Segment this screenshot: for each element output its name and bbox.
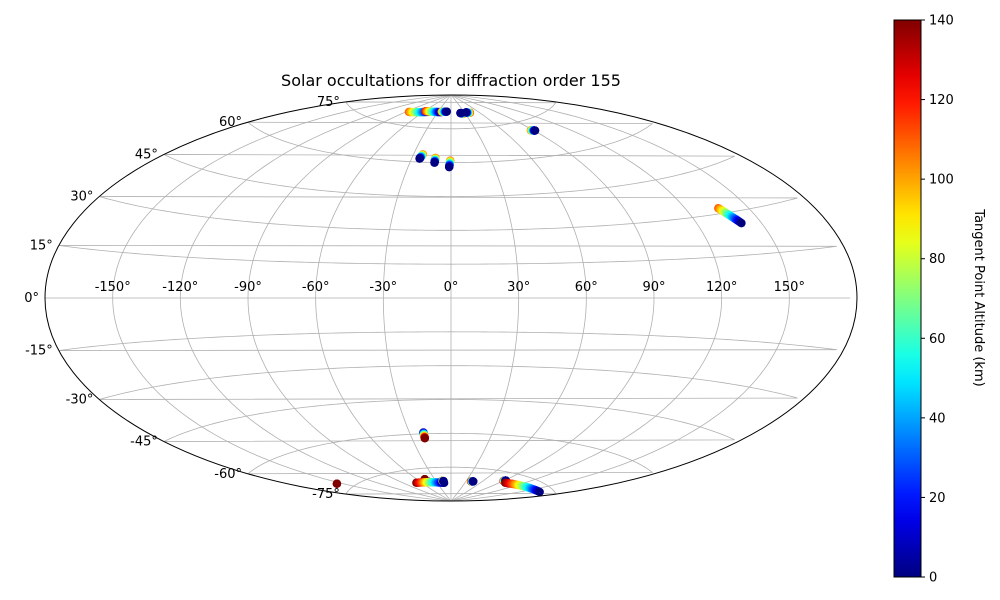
parallel-line <box>99 196 798 231</box>
occultation-point <box>469 477 478 486</box>
colorbar-tick-label: 0 <box>929 571 937 586</box>
occultation-track <box>714 204 746 228</box>
latitude-tick-labels: -75° -60° -45° -30° -15° 0° 15° 30° 45° 60° 75° <box>24 95 340 502</box>
longitude-tick-label: -90° <box>234 280 262 295</box>
latitude-tick-label: -75° <box>312 487 340 502</box>
longitude-tick-label: 90° <box>642 280 665 295</box>
parallel-line <box>345 101 557 130</box>
longitude-tick-label: -120° <box>162 280 198 295</box>
occultation-point <box>442 107 451 116</box>
occultation-track <box>438 476 448 486</box>
map-boundary <box>44 94 858 502</box>
latitude-tick-label: 0° <box>24 291 39 306</box>
chart-title: Solar occultations for diffraction order… <box>281 71 621 90</box>
parallel-line <box>58 331 837 351</box>
occultation-track <box>419 428 430 443</box>
occultation-track <box>526 126 540 135</box>
colorbar-gradient <box>893 19 922 578</box>
occultation-track <box>466 477 478 486</box>
latitude-tick-label: 45° <box>135 148 158 163</box>
occultation-track <box>430 153 440 167</box>
latitude-tick-label: 60° <box>219 115 242 130</box>
latitude-tick-label: 75° <box>317 95 340 110</box>
occultation-point <box>535 487 544 497</box>
occultation-track <box>437 107 451 116</box>
longitude-tick-label: -150° <box>95 280 131 295</box>
colorbar-tick-label: 40 <box>929 411 946 426</box>
colorbar-tick-label: 20 <box>929 491 946 506</box>
parallel-line <box>163 399 735 442</box>
occultation-track <box>444 156 455 172</box>
colorbar: 0 20 40 60 80 100 120 140 Tangent Point Altitud… <box>893 14 986 586</box>
parallel-line <box>163 154 735 197</box>
parallel-line <box>345 466 557 495</box>
latitude-tick-label: 30° <box>70 190 93 205</box>
latitude-tick-label: -45° <box>130 435 158 450</box>
parallel-line <box>247 432 654 475</box>
parallel-line <box>58 245 837 265</box>
occultation-point <box>737 218 746 228</box>
latitude-tick-label: 15° <box>30 239 53 254</box>
occultation-points <box>332 107 746 497</box>
occultation-point <box>415 154 424 163</box>
longitude-tick-label: 150° <box>774 280 805 295</box>
latitude-tick-label: -30° <box>66 393 94 408</box>
longitude-tick-label: 0° <box>444 280 459 295</box>
parallel-line <box>99 365 798 400</box>
occultation-point <box>430 158 439 167</box>
latitude-tick-label: -15° <box>25 344 53 359</box>
longitude-tick-labels: -150° -120° -90° -60° -30° 0° 30° 60° 90° 120° 150… <box>95 280 805 295</box>
latitude-tick-label: -60° <box>214 467 242 482</box>
occultation-track <box>415 150 428 163</box>
occultation-point <box>530 126 540 135</box>
occultation-point <box>444 162 454 172</box>
colorbar-tick-label: 120 <box>929 93 954 108</box>
longitude-tick-label: 30° <box>507 280 530 295</box>
longitude-tick-label: 120° <box>706 280 737 295</box>
occultation-point <box>420 434 430 443</box>
occultation-point <box>461 108 471 117</box>
longitude-tick-label: 60° <box>575 280 598 295</box>
occultation-point <box>332 479 342 488</box>
colorbar-tick-label: 140 <box>929 14 954 29</box>
longitude-tick-label: -30° <box>369 280 397 295</box>
colorbar-label: Tangent Point Altitude (km) <box>971 208 986 386</box>
colorbar-tick-label: 100 <box>929 173 954 188</box>
occultation-track <box>501 478 544 497</box>
colorbar-tick-label: 80 <box>929 252 946 267</box>
colorbar-tick-label: 60 <box>929 332 946 347</box>
colorbar-ticks: 0 20 40 60 80 100 120 140 <box>921 14 954 586</box>
occultation-point <box>439 477 448 486</box>
occultation-track <box>461 108 475 117</box>
graticule <box>45 95 851 501</box>
occultation-track <box>332 479 342 488</box>
longitude-tick-label: -60° <box>302 280 330 295</box>
occultation-track <box>412 478 449 488</box>
